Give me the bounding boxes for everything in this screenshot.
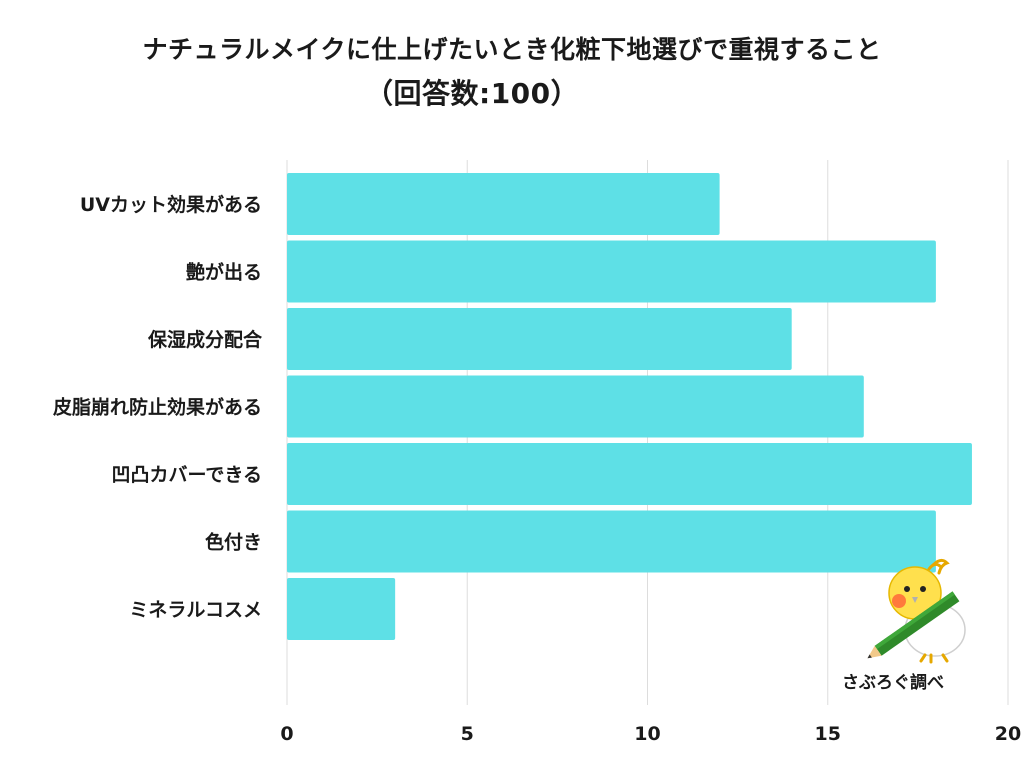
x-tick-label: 20 — [995, 723, 1021, 745]
category-label: 艶が出る — [186, 261, 262, 284]
category-label: ミネラルコスメ — [129, 599, 262, 621]
category-label: UVカット効果がある — [80, 193, 262, 216]
bar — [287, 375, 864, 438]
bar — [287, 443, 972, 505]
bar — [287, 578, 396, 640]
x-tick-label: 0 — [280, 723, 293, 745]
chart-subtitle: （回答数:100） — [365, 77, 580, 110]
x-tick-label: 15 — [815, 723, 841, 745]
bar — [287, 173, 720, 235]
source-credit: さぶろぐ調べ — [842, 673, 944, 693]
category-label: 保湿成分配合 — [147, 328, 263, 351]
x-tick-label: 10 — [634, 723, 660, 745]
category-label: 色付き — [205, 531, 262, 554]
bar — [287, 240, 936, 303]
bar — [287, 510, 936, 573]
category-label: 皮脂崩れ防止効果がある — [53, 396, 262, 419]
bar — [287, 308, 792, 370]
x-tick-label: 5 — [461, 723, 474, 745]
chart-title: ナチュラルメイクに仕上げたいとき化粧下地選びで重視すること — [142, 35, 882, 64]
bird-mascot-icon — [867, 558, 966, 664]
category-label: 凹凸カバーできる — [112, 464, 262, 486]
